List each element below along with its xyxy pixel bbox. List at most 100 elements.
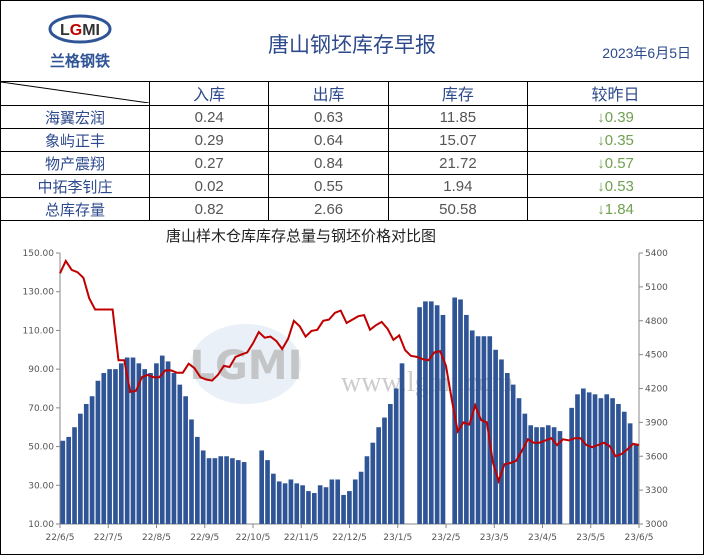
bar	[370, 442, 376, 524]
col-in: 入库	[148, 81, 270, 106]
bar	[528, 425, 534, 524]
cell-change: ↓0.57	[527, 151, 703, 175]
bar	[510, 384, 516, 524]
cell-out: 0.63	[268, 105, 389, 129]
bar	[575, 394, 580, 524]
bar	[241, 462, 247, 524]
cell-in: 0.27	[148, 151, 270, 175]
table-row: 物产震翔 0.27 0.84 21.72 ↓0.57	[1, 151, 703, 175]
bar	[376, 427, 381, 524]
x-tick-label: 23/3/5	[480, 533, 509, 543]
bar	[627, 423, 633, 524]
col-out: 出库	[268, 81, 389, 106]
cell-in: 0.82	[148, 197, 270, 221]
cell-stock: 1.94	[387, 174, 529, 198]
bar	[306, 491, 311, 524]
cell-stock: 11.85	[387, 105, 529, 129]
bar	[265, 460, 270, 524]
bar	[399, 363, 405, 524]
bar	[206, 458, 212, 524]
bar	[329, 479, 335, 524]
y-right-tick-label: 3300	[645, 486, 668, 496]
x-tick-label: 22/12/5	[332, 533, 367, 543]
bar	[534, 427, 539, 524]
y-left-tick-label: 50.00	[28, 443, 54, 453]
bar	[569, 407, 574, 524]
cell-out: 2.66	[268, 197, 389, 221]
bar	[469, 330, 475, 524]
bar	[434, 305, 440, 524]
x-tick-label: 22/11/5	[284, 533, 319, 543]
bar	[230, 458, 235, 524]
cell-change: ↓1.84	[527, 197, 703, 221]
bar	[516, 398, 522, 524]
y-right-tick-label: 3000	[645, 520, 668, 530]
cell-stock: 50.58	[387, 197, 529, 221]
col-stock: 库存	[387, 81, 529, 106]
bar	[335, 479, 341, 524]
bar	[616, 403, 621, 524]
y-right-tick-label: 5100	[645, 283, 668, 293]
bar	[417, 307, 422, 524]
y-right-tick-label: 4800	[645, 317, 668, 327]
bar	[393, 388, 399, 524]
cell-name: 物产震翔	[1, 151, 150, 175]
bar	[621, 411, 627, 524]
bar	[551, 427, 557, 524]
bar	[604, 394, 610, 524]
bar	[347, 491, 352, 524]
x-tick-label: 22/9/5	[190, 533, 219, 543]
y-left-tick-label: 90.00	[28, 365, 54, 375]
y-right-tick-label: 4500	[645, 351, 668, 361]
bar	[259, 450, 264, 524]
header: LGMI 兰格钢铁 唐山钢坯库存早报 2023年6月5日	[1, 1, 703, 82]
y-right-tick-label: 4200	[645, 385, 668, 395]
watermark-logo	[191, 324, 301, 404]
bar	[592, 394, 598, 524]
bar	[499, 359, 504, 524]
y-left-tick-label: 130.00	[23, 288, 55, 298]
corner-cell	[1, 81, 150, 106]
bar	[159, 355, 165, 524]
table-row: 象屿正丰 0.29 0.64 15.07 ↓0.35	[1, 128, 703, 152]
bar	[300, 485, 305, 524]
y-left-tick-label: 70.00	[28, 404, 54, 414]
chart-title: 唐山样木仓库库存总量与钢坯价格对比图	[166, 227, 436, 245]
bar	[581, 388, 586, 524]
cell-name: 中拓李钊庄	[1, 174, 150, 198]
x-tick-label: 23/4/5	[528, 533, 557, 543]
bar	[195, 436, 200, 524]
bar	[136, 363, 142, 524]
cell-name: 海翼宏润	[1, 105, 150, 129]
cell-stock: 21.72	[387, 151, 529, 175]
bar	[124, 357, 130, 524]
bar	[352, 479, 358, 524]
table-row: 海翼宏润 0.24 0.63 11.85 ↓0.39	[1, 105, 703, 129]
bar	[382, 417, 387, 524]
bar	[171, 373, 177, 524]
bar	[458, 299, 463, 524]
bar	[189, 419, 194, 524]
bar	[212, 458, 218, 524]
table-row: 中拓李钊庄 0.02 0.55 1.94 ↓0.53	[1, 174, 703, 198]
bar	[540, 427, 545, 524]
bar	[235, 460, 241, 524]
x-tick-label: 22/6/5	[46, 533, 75, 543]
cell-stock: 15.07	[387, 128, 529, 152]
bar	[130, 357, 136, 524]
x-tick-label: 23/1/5	[383, 533, 412, 543]
bar	[72, 427, 77, 524]
table-row: 总库存量 0.82 2.66 50.58 ↓1.84	[1, 197, 703, 221]
bar	[148, 373, 153, 524]
bar	[101, 373, 107, 524]
bar	[504, 373, 510, 524]
bar	[493, 349, 498, 524]
bar	[341, 494, 346, 524]
bar	[586, 392, 592, 524]
bar	[487, 336, 493, 524]
bar	[428, 301, 434, 524]
table-header: 入库 出库 库存 较昨日	[1, 81, 703, 106]
bar	[633, 444, 639, 524]
bar	[388, 403, 393, 524]
